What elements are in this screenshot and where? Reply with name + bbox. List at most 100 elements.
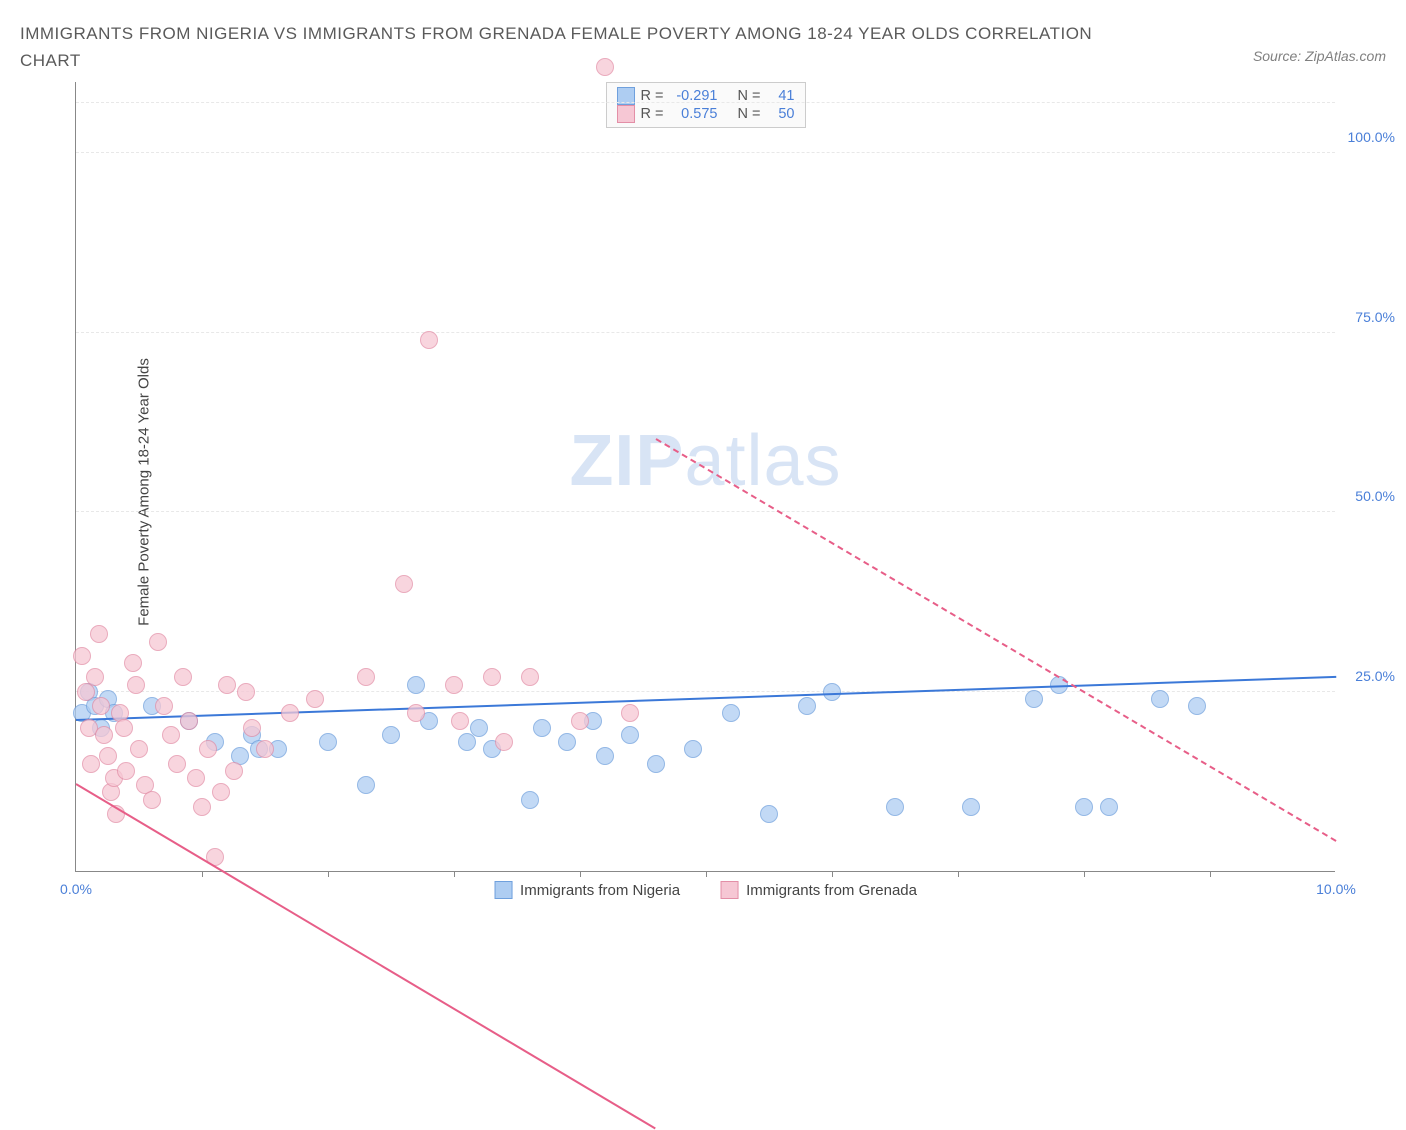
x-tick — [202, 871, 203, 877]
legend-swatch — [617, 105, 635, 123]
r-value: 0.575 — [669, 106, 717, 122]
data-point — [162, 726, 180, 744]
data-point — [143, 791, 161, 809]
data-point — [621, 726, 639, 744]
y-tick-label: 50.0% — [1340, 488, 1395, 504]
data-point — [256, 740, 274, 758]
y-tick-label: 25.0% — [1340, 668, 1395, 684]
data-point — [420, 331, 438, 349]
data-point — [187, 769, 205, 787]
data-point — [73, 647, 91, 665]
data-point — [445, 676, 463, 694]
data-point — [886, 798, 904, 816]
y-tick-label: 100.0% — [1340, 129, 1395, 145]
data-point — [127, 676, 145, 694]
data-point — [395, 575, 413, 593]
series-name: Immigrants from Nigeria — [520, 882, 680, 899]
stats-legend: R =-0.291 N =41R =0.575 N =50 — [606, 82, 806, 128]
legend-swatch — [494, 881, 512, 899]
data-point — [823, 683, 841, 701]
data-point — [407, 676, 425, 694]
series-legend: Immigrants from Nigeria Immigrants from G… — [494, 881, 917, 899]
data-point — [90, 625, 108, 643]
data-point — [407, 704, 425, 722]
data-point — [558, 733, 576, 751]
data-point — [168, 755, 186, 773]
data-point — [1025, 690, 1043, 708]
data-point — [483, 668, 501, 686]
data-point — [319, 733, 337, 751]
data-point — [1188, 697, 1206, 715]
gridline — [76, 102, 1335, 103]
data-point — [962, 798, 980, 816]
data-point — [237, 683, 255, 701]
data-point — [199, 740, 217, 758]
data-point — [117, 762, 135, 780]
gridline — [76, 511, 1335, 512]
data-point — [596, 58, 614, 76]
data-point — [357, 776, 375, 794]
data-point — [357, 668, 375, 686]
gridline — [76, 691, 1335, 692]
data-point — [92, 697, 110, 715]
plot-area: ZIPatlas R =-0.291 N =41R =0.575 N =50 I… — [75, 82, 1335, 872]
x-tick — [958, 871, 959, 877]
data-point — [521, 668, 539, 686]
data-point — [155, 697, 173, 715]
data-point — [130, 740, 148, 758]
data-point — [218, 676, 236, 694]
data-point — [722, 704, 740, 722]
data-point — [571, 712, 589, 730]
data-point — [306, 690, 324, 708]
trend-line — [75, 783, 656, 1129]
data-point — [149, 633, 167, 651]
x-tick — [580, 871, 581, 877]
trend-line — [76, 675, 1336, 720]
data-point — [95, 726, 113, 744]
x-tick-label: 0.0% — [60, 881, 92, 897]
data-point — [533, 719, 551, 737]
x-tick — [328, 871, 329, 877]
x-tick — [1210, 871, 1211, 877]
data-point — [1151, 690, 1169, 708]
data-point — [115, 719, 133, 737]
x-tick-label: 10.0% — [1316, 881, 1356, 897]
data-point — [647, 755, 665, 773]
data-point — [495, 733, 513, 751]
gridline — [76, 332, 1335, 333]
data-point — [99, 747, 117, 765]
data-point — [458, 733, 476, 751]
data-point — [243, 719, 261, 737]
chart-title: IMMIGRANTS FROM NIGERIA VS IMMIGRANTS FR… — [20, 20, 1120, 74]
legend-item: Immigrants from Nigeria — [494, 881, 680, 899]
trend-line — [655, 439, 1336, 843]
data-point — [180, 712, 198, 730]
data-point — [470, 719, 488, 737]
x-tick — [1084, 871, 1085, 877]
data-point — [225, 762, 243, 780]
chart-container: Female Poverty Among 18-24 Year Olds ZIP… — [20, 82, 1386, 902]
x-tick — [454, 871, 455, 877]
data-point — [193, 798, 211, 816]
data-point — [760, 805, 778, 823]
n-value: 50 — [767, 106, 795, 122]
x-tick — [832, 871, 833, 877]
watermark: ZIPatlas — [569, 420, 841, 502]
data-point — [124, 654, 142, 672]
legend-row: R =0.575 N =50 — [617, 105, 795, 123]
legend-item: Immigrants from Grenada — [720, 881, 917, 899]
source-label: Source: ZipAtlas.com — [1253, 48, 1386, 64]
data-point — [212, 783, 230, 801]
gridline — [76, 152, 1335, 153]
series-name: Immigrants from Grenada — [746, 882, 917, 899]
data-point — [596, 747, 614, 765]
legend-swatch — [720, 881, 738, 899]
data-point — [82, 755, 100, 773]
data-point — [86, 668, 104, 686]
data-point — [684, 740, 702, 758]
data-point — [451, 712, 469, 730]
x-tick — [706, 871, 707, 877]
data-point — [1100, 798, 1118, 816]
data-point — [521, 791, 539, 809]
data-point — [798, 697, 816, 715]
